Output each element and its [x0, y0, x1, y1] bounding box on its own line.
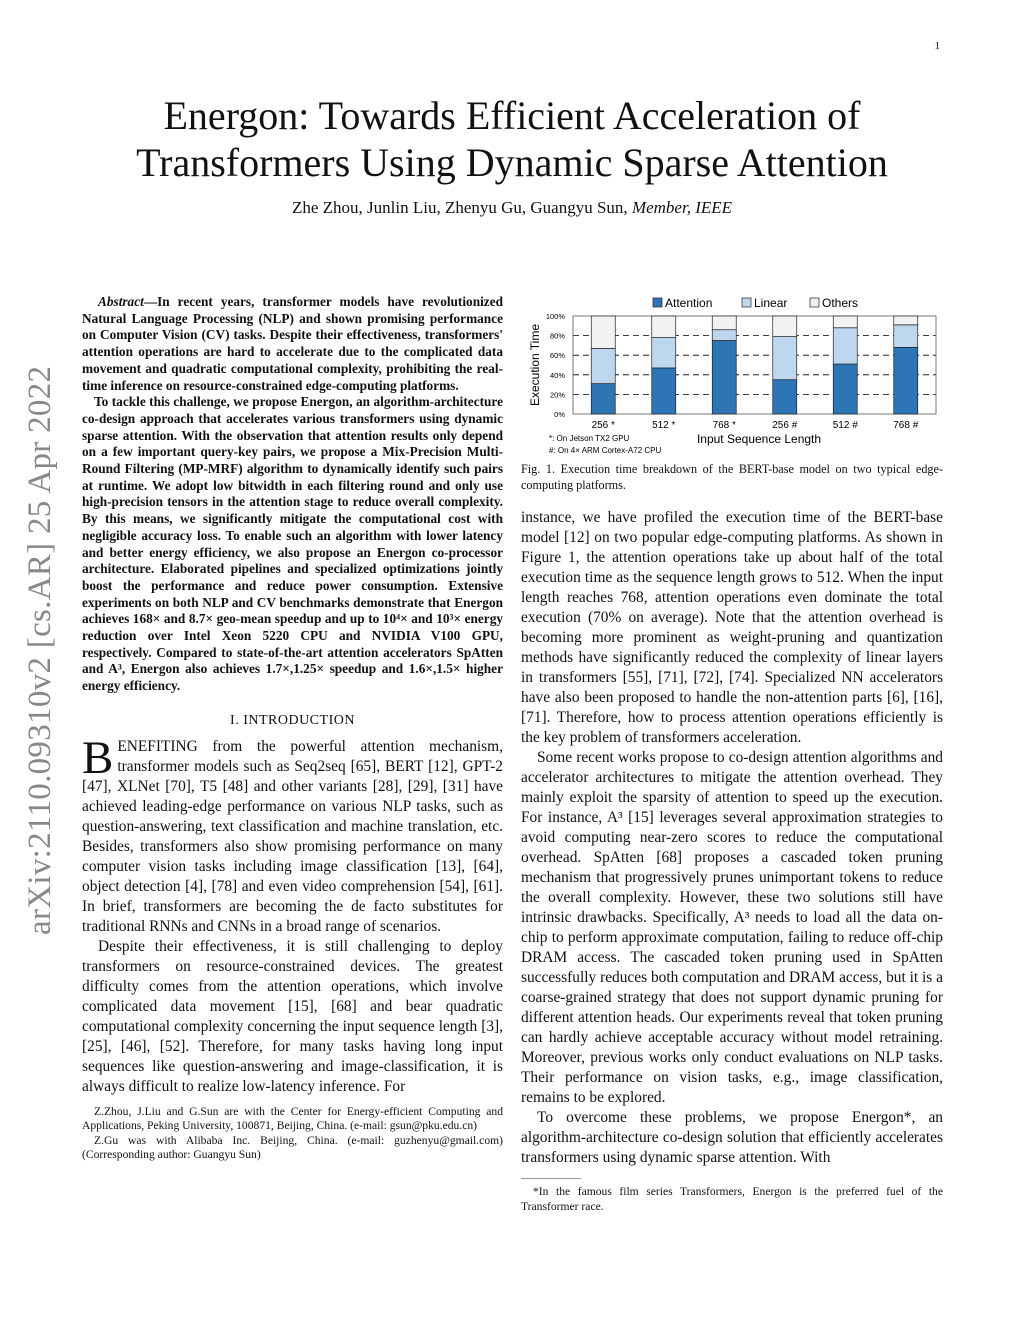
- bar-attention: [651, 367, 677, 415]
- legend-label: Attention: [665, 296, 712, 310]
- figure-1-chart: 0% 20% 40% 60% 80% 100% 256 * 512 * 768 * 256 # 51…: [528, 296, 937, 455]
- abstract-label: Abstract: [98, 294, 144, 309]
- left-column: Abstract—In recent years, transformer mo…: [82, 294, 503, 1163]
- intro-body-continued: instance, we have profiled the execution…: [521, 508, 943, 1168]
- paragraph: Despite their effectiveness, it is still…: [82, 937, 503, 1095]
- abstract-paragraph: To tackle this challenge, we propose Ene…: [82, 394, 503, 694]
- abstract: Abstract—In recent years, transformer mo…: [82, 294, 503, 695]
- bar-linear: [590, 347, 616, 384]
- x-tick-label: 256 #: [772, 420, 797, 431]
- title-line-2: Transformers Using Dynamic Sparse Attent…: [136, 140, 888, 185]
- footnote-rule: [521, 1178, 581, 1179]
- x-tick-label: 768 #: [893, 420, 918, 431]
- footnote: *In the famous film series Transformers,…: [521, 1185, 943, 1213]
- bar-others: [893, 315, 919, 326]
- paper-title: Energon: Towards Efficient Acceleration …: [0, 92, 1024, 186]
- arxiv-stamp: arXiv:2110.09310v2 [cs.AR] 25 Apr 2022: [22, 365, 58, 935]
- bar-others: [772, 315, 798, 337]
- bar-attention: [772, 379, 798, 415]
- paragraph: instance, we have profiled the execution…: [521, 509, 943, 746]
- y-axis-label: Execution Time: [528, 324, 542, 406]
- drop-cap: B: [82, 731, 114, 784]
- footnotes: Z.Zhou, J.Liu and G.Sun are with the Cen…: [82, 1105, 503, 1163]
- legend-label: Others: [822, 296, 858, 310]
- intro-body: B ENEFITING from the powerful attention m…: [82, 731, 503, 1097]
- y-tick-label: 0%: [554, 410, 565, 419]
- section-heading: I. INTRODUCTION: [230, 712, 355, 728]
- bar-linear: [711, 329, 737, 341]
- bar-attention: [893, 347, 919, 415]
- x-axis-label: Input Sequence Length: [697, 432, 821, 446]
- bar-linear: [772, 336, 798, 381]
- abstract-paragraph: —In recent years, transformer models hav…: [82, 294, 503, 393]
- y-tick-label: 100%: [546, 312, 566, 321]
- legend-swatch: [741, 297, 752, 308]
- paragraph: Some recent works propose to co-design a…: [521, 749, 943, 1106]
- legend-swatch: [652, 297, 663, 308]
- footnote: Z.Zhou, J.Liu and G.Sun are with the Cen…: [82, 1104, 503, 1133]
- bar-others: [590, 315, 616, 349]
- x-tick-label: 512 #: [833, 420, 858, 431]
- page-number: 1: [934, 40, 941, 52]
- y-tick-label: 80%: [550, 332, 565, 341]
- plot-frame: [572, 315, 937, 415]
- bar-attention: [711, 340, 737, 415]
- title-line-1: Energon: Towards Efficient Acceleration …: [163, 93, 861, 138]
- bar-linear: [832, 327, 858, 365]
- bar-others: [832, 315, 858, 329]
- bar-linear: [651, 337, 677, 369]
- paragraph: To overcome these problems, we propose E…: [521, 1109, 943, 1166]
- y-tick-label: 20%: [550, 390, 565, 399]
- paragraph: ENEFITING from the powerful attention me…: [82, 737, 503, 935]
- authors: Zhe Zhou, Junlin Liu, Zhenyu Gu, Guangyu…: [0, 198, 1024, 218]
- bar-attention: [590, 383, 616, 415]
- footnote: Z.Gu was with Alibaba Inc. Beijing, Chin…: [82, 1133, 503, 1162]
- bar-linear: [893, 324, 919, 348]
- legend-swatch: [809, 297, 820, 308]
- bar-others: [651, 315, 677, 338]
- x-tick-label: 512 *: [652, 420, 675, 431]
- x-tick-label: 768 *: [713, 420, 736, 431]
- y-tick-label: 60%: [550, 351, 565, 360]
- figure-caption: Fig. 1. Execution time breakdown of the …: [521, 462, 943, 492]
- x-tick-label: 256 *: [592, 420, 615, 431]
- right-column: instance, we have profiled the execution…: [521, 508, 943, 1214]
- y-tick-label: 40%: [550, 371, 565, 380]
- bar-attention: [832, 363, 858, 415]
- author-names: Zhe Zhou, Junlin Liu, Zhenyu Gu, Guangyu…: [291, 198, 628, 217]
- chart-note: #: On 4× ARM Cortex-A72 CPU: [549, 446, 661, 455]
- chart-note: *: On Jetson TX2 GPU: [549, 434, 630, 443]
- legend-label: Linear: [754, 296, 787, 310]
- author-membership: Member, IEEE: [631, 198, 733, 217]
- bar-others: [711, 315, 737, 331]
